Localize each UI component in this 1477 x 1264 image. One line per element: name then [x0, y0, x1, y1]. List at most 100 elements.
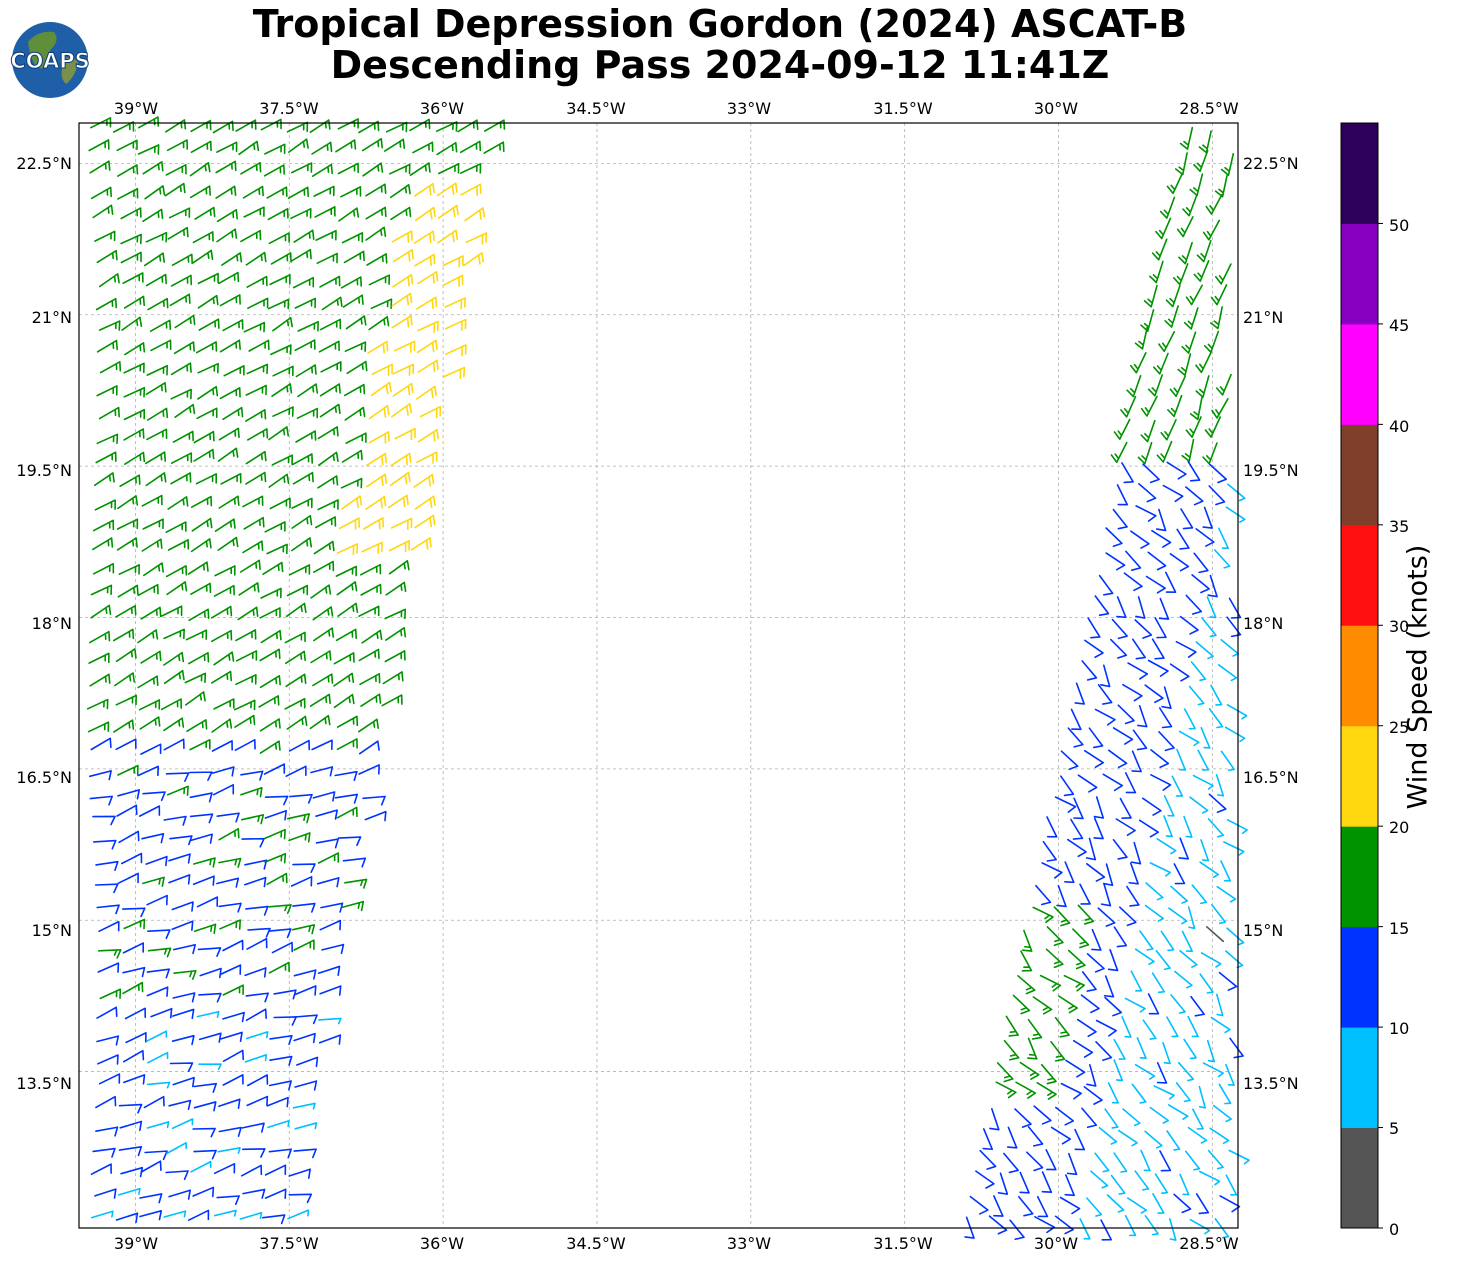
wind-barb: [138, 805, 161, 817]
wind-barb: [409, 118, 431, 132]
wind-barb: [215, 185, 237, 199]
wind-barb: [361, 629, 383, 644]
wind-barb: [146, 364, 169, 376]
wind-barb: [317, 426, 339, 440]
wind-barb-stroke: [137, 629, 159, 644]
wind-barb-stroke: [333, 672, 355, 687]
wind-barb-stroke: [293, 939, 315, 951]
wind-barb-stroke: [117, 584, 139, 598]
wind-barb: [1170, 885, 1189, 904]
wind-barb: [137, 765, 160, 777]
wind-barb: [1227, 483, 1246, 502]
wind-barb-stroke: [137, 144, 160, 155]
wind-barb-stroke: [1172, 263, 1189, 286]
wind-barb-stroke: [94, 230, 116, 242]
wind-barb: [163, 815, 187, 826]
wind-barb: [118, 1187, 141, 1196]
wind-barb-stroke: [1158, 597, 1170, 620]
wind-barb-stroke: [1093, 796, 1105, 819]
wind-barb-stroke: [365, 226, 387, 241]
colorbar-segment: [1341, 725, 1378, 827]
wind-barb-stroke: [189, 813, 214, 824]
wind-barb: [189, 771, 213, 781]
wind-barb-stroke: [483, 141, 505, 154]
wind-barb: [1149, 260, 1164, 284]
wind-barb: [311, 163, 334, 177]
wind-barb-stroke: [214, 518, 236, 533]
wind-barb-stroke: [1199, 973, 1214, 994]
wind-barb-stroke: [218, 857, 242, 868]
wind-barb-stroke: [198, 992, 222, 1003]
wind-barb-stroke: [120, 251, 142, 264]
wind-barb: [358, 648, 380, 662]
wind-barb: [1208, 707, 1224, 729]
wind-barb: [259, 607, 281, 619]
wind-barb: [264, 828, 286, 840]
wind-barb: [167, 785, 189, 797]
wind-barb: [413, 230, 435, 244]
wind-barb: [1079, 1218, 1091, 1240]
wind-barb: [96, 385, 118, 397]
wind-barb: [90, 1163, 112, 1175]
wind-barb: [979, 1149, 997, 1170]
wind-barb: [99, 360, 122, 374]
wind-barb: [260, 118, 282, 131]
wind-barb-stroke: [1107, 948, 1119, 972]
wind-barb-stroke: [240, 1164, 263, 1177]
wind-barb: [1189, 1218, 1211, 1235]
wind-barb: [1162, 484, 1184, 503]
wind-barb-stroke: [321, 943, 345, 955]
wind-barb: [1134, 619, 1153, 639]
wind-barb: [269, 1034, 293, 1046]
wind-barb: [1151, 638, 1165, 660]
wind-barb-stroke: [268, 1080, 292, 1091]
wind-barb-stroke: [362, 162, 384, 177]
wind-barb-stroke: [391, 292, 413, 307]
wind-barb-stroke: [86, 698, 109, 710]
wind-barb-stroke: [417, 359, 439, 373]
wind-barb-stroke: [169, 293, 191, 307]
wind-barb: [341, 495, 363, 510]
wind-barb: [413, 182, 435, 197]
wind-barb-stroke: [1160, 930, 1175, 952]
wind-barb: [240, 1164, 263, 1177]
wind-barb: [221, 252, 243, 266]
wind-barb-stroke: [442, 274, 464, 287]
wind-barb-stroke: [1131, 750, 1142, 773]
wind-barb: [239, 1211, 263, 1220]
wind-barb-stroke: [361, 629, 383, 644]
wind-barb: [292, 276, 315, 289]
wind-barb: [96, 249, 118, 264]
colorbar-tick-30: 30: [1389, 617, 1409, 636]
wind-barb: [150, 1007, 173, 1019]
wind-barb: [1095, 1019, 1117, 1037]
wind-barb-stroke: [1126, 885, 1140, 907]
wind-barb: [213, 584, 235, 597]
lat-label-16-5n-right: 16.5°N: [1243, 768, 1299, 787]
wind-barb: [1158, 597, 1170, 620]
wind-barb: [1210, 1016, 1231, 1034]
wind-barb: [346, 360, 368, 375]
lon-labels-top: 39°W 37.5°W 36°W 34.5°W 33°W 31.5°W 30°W…: [114, 99, 1239, 118]
wind-barb: [246, 937, 268, 950]
wind-barb-stroke: [1184, 708, 1196, 730]
wind-barb-stroke: [1015, 1081, 1037, 1099]
wind-barb-stroke: [1086, 1064, 1097, 1087]
wind-barb-stroke: [223, 365, 245, 377]
wind-barb-stroke: [146, 894, 168, 906]
wind-barb: [245, 992, 269, 1003]
wind-barb: [294, 1014, 318, 1025]
wind-barb-stroke: [193, 1149, 217, 1160]
wind-barb-stroke: [995, 1081, 1017, 1099]
wind-barb: [1173, 863, 1186, 885]
wind-barb-stroke: [292, 863, 316, 873]
wind-barb-stroke: [216, 1195, 240, 1206]
wind-barb: [144, 451, 167, 465]
wind-barb: [137, 675, 159, 689]
wind-barb: [1067, 838, 1087, 858]
wind-barb-stroke: [1064, 1174, 1075, 1197]
wind-barb-stroke: [193, 1101, 217, 1112]
wind-barb: [116, 139, 138, 152]
wind-barb: [259, 740, 281, 754]
wind-barb-stroke: [118, 1103, 143, 1114]
